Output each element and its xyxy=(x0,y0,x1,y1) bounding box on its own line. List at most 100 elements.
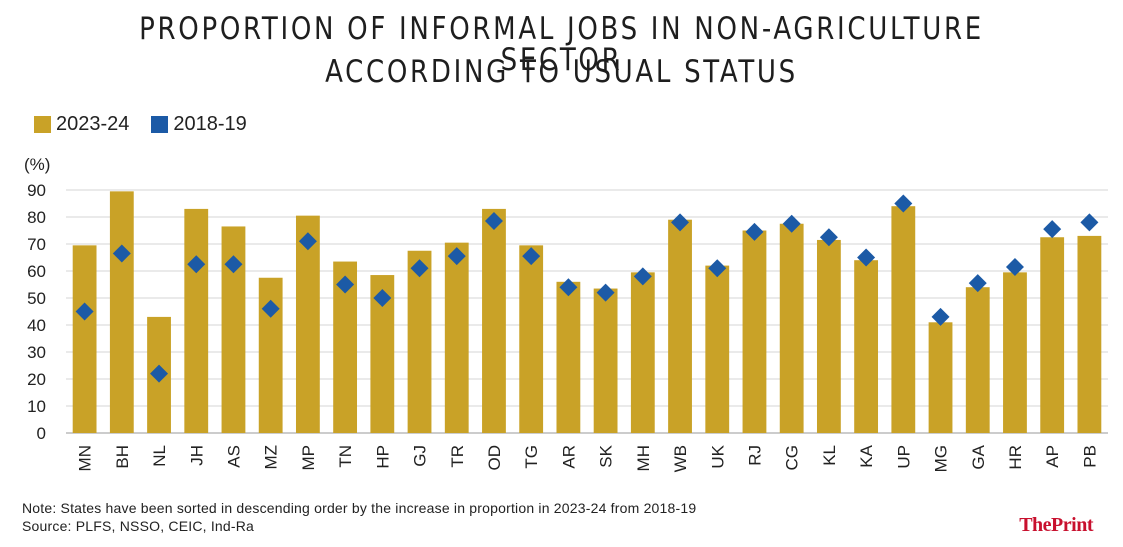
x-tick-label-ga: GA xyxy=(969,444,988,469)
x-tick-label-wb: WB xyxy=(671,445,690,472)
bar-mh xyxy=(630,272,655,433)
bar-hr xyxy=(1003,272,1027,433)
bar-hp xyxy=(370,275,395,433)
bar-ap xyxy=(1040,237,1065,433)
marker-bh xyxy=(112,244,131,263)
marker-ka xyxy=(857,248,876,267)
x-tick-label-ap: AP xyxy=(1043,445,1062,468)
x-tick-label-sk: SK xyxy=(597,444,616,467)
y-tick-label: 10 xyxy=(27,397,46,416)
marker-jh xyxy=(187,255,206,274)
bar-as xyxy=(221,226,246,433)
marker-hp xyxy=(373,289,392,307)
brand-logo: ThePrint xyxy=(1019,514,1093,536)
y-axis-label: (%) xyxy=(24,155,50,174)
x-tick-label-tn: TN xyxy=(336,445,355,468)
bar-jh xyxy=(184,208,209,433)
x-tick-label-gj: GJ xyxy=(411,445,430,467)
bar-gj xyxy=(407,250,432,433)
x-tick-label-ka: KA xyxy=(857,444,876,467)
x-tick-label-uk: UK xyxy=(708,444,727,468)
chart-title-line1: PROPORTION OF INFORMAL JOBS IN NON-AGRIC… xyxy=(139,11,984,78)
x-tick-label-mz: MZ xyxy=(262,445,281,470)
bar-mg xyxy=(928,322,953,433)
bar-up xyxy=(891,206,916,433)
y-tick-label: 0 xyxy=(37,424,46,443)
x-tick-label-nl: NL xyxy=(150,445,169,467)
bar-kl xyxy=(816,239,841,433)
marker-mh xyxy=(633,267,652,286)
x-tick-label-tg: TG xyxy=(522,445,541,469)
x-tick-label-mh: MH xyxy=(634,445,653,471)
marker-tn xyxy=(336,275,355,294)
y-tick-label: 60 xyxy=(27,262,46,281)
x-tick-label-jh: JH xyxy=(187,445,206,466)
marker-up xyxy=(894,194,913,213)
marker-gj xyxy=(410,259,429,278)
x-tick-label-tr: TR xyxy=(448,445,467,468)
x-tick-label-as: AS xyxy=(224,445,243,468)
marker-ap xyxy=(1043,220,1062,239)
x-tick-label-cg: CG xyxy=(783,445,802,471)
marker-ar xyxy=(559,278,578,297)
marker-sk xyxy=(596,283,615,302)
bar-mn xyxy=(72,245,97,433)
source-note: Source: PLFS, NSSO, CEIC, Ind-Ra xyxy=(22,518,255,534)
y-axis-ticks: 0 10 20 30 40 50 60 70 80 90 xyxy=(27,181,46,443)
x-tick-label-mn: MN xyxy=(76,445,95,471)
marker-mz xyxy=(261,299,280,318)
legend-swatch-bar xyxy=(34,116,51,133)
x-tick-label-kl: KL xyxy=(820,445,839,466)
marker-pb xyxy=(1080,213,1099,232)
marker-kl xyxy=(819,228,838,247)
y-tick-label: 30 xyxy=(27,343,46,362)
bar-mz xyxy=(258,277,283,433)
y-tick-label: 50 xyxy=(27,289,46,308)
marker-rj xyxy=(745,222,764,241)
x-tick-label-pb: PB xyxy=(1080,445,1099,468)
legend-label-2023-24: 2023-24 xyxy=(56,113,130,135)
marker-od xyxy=(484,212,503,231)
marker-cg xyxy=(782,214,801,233)
bar-tn xyxy=(333,261,358,433)
x-tick-label-bh: BH xyxy=(113,445,132,469)
marker-tr xyxy=(447,247,466,266)
bar-sk xyxy=(593,288,618,433)
bar-od xyxy=(482,208,506,433)
marker-wb xyxy=(671,213,690,232)
marker-as xyxy=(224,255,243,274)
bar-rj xyxy=(742,230,767,433)
bar-ga xyxy=(965,287,990,433)
markers-2018-19 xyxy=(75,194,1099,383)
y-tick-label: 40 xyxy=(27,316,46,335)
marker-mg xyxy=(931,307,950,326)
chart-title-line2: ACCORDING TO USUAL STATUS xyxy=(325,54,798,90)
marker-nl xyxy=(150,364,169,383)
legend-item-2023-24: 2023-24 xyxy=(34,113,129,136)
y-tick-label: 20 xyxy=(27,370,46,389)
bar-pb xyxy=(1077,235,1102,433)
legend-swatch-marker xyxy=(151,116,169,133)
footnote: Note: States have been sorted in descend… xyxy=(22,500,697,516)
legend-label-2018-19: 2018-19 xyxy=(173,113,247,135)
x-axis-ticks: MN BH NL JH AS MZ MP TN HP GJ TR OD TG AR SK MH WB UK RJ CG… xyxy=(76,444,1100,472)
y-tick-label: 80 xyxy=(27,208,46,227)
bar-bh xyxy=(109,191,134,433)
x-tick-label-od: OD xyxy=(485,445,504,471)
x-tick-label-mg: MG xyxy=(932,445,951,472)
marker-mp xyxy=(298,232,317,251)
bar-tg xyxy=(519,245,544,433)
legend-item-2018-19: 2018-19 xyxy=(151,113,247,136)
x-tick-label-hp: HP xyxy=(373,445,392,469)
bar-ar xyxy=(556,281,581,433)
bars-2023-24 xyxy=(72,191,1102,433)
bar-wb xyxy=(668,219,692,433)
x-tick-label-ar: AR xyxy=(559,445,578,469)
y-tick-label: 90 xyxy=(27,181,46,200)
marker-hr xyxy=(1005,257,1024,276)
x-tick-label-hr: HR xyxy=(1006,445,1025,470)
x-tick-label-mp: MP xyxy=(299,445,318,471)
x-tick-label-rj: RJ xyxy=(745,445,764,466)
bar-cg xyxy=(779,223,804,433)
